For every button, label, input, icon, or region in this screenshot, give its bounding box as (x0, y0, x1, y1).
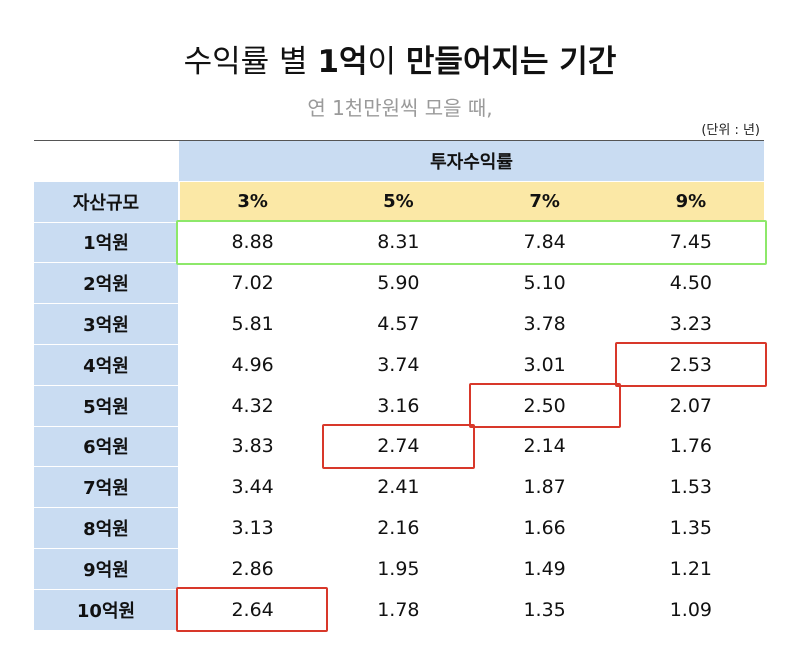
table-row: 10억원 2.64 1.78 1.35 1.09 (34, 589, 764, 631)
years-value-cell: 7.84 (471, 222, 618, 264)
corner-cell (34, 140, 179, 182)
table-row: 2억원 7.02 5.90 5.10 4.50 (34, 262, 764, 305)
years-value-cell: 7.02 (179, 262, 326, 305)
years-value-cell: 3.01 (471, 344, 618, 386)
table-row: 3억원 5.81 4.57 3.78 3.23 (34, 303, 764, 345)
asset-size-label: 3억원 (34, 303, 180, 345)
asset-size-label: 6억원 (34, 426, 180, 468)
years-value-cell: 1.09 (617, 589, 764, 631)
rate-header-3: 3% (179, 181, 326, 223)
asset-size-label: 7억원 (34, 466, 180, 509)
table-row: 4억원 4.96 3.74 3.01 2.53 (34, 344, 764, 386)
asset-size-label: 9억원 (34, 548, 180, 590)
years-value-cell: 2.41 (325, 466, 472, 509)
years-value-cell: 1.78 (325, 589, 472, 631)
years-value-cell: 3.13 (179, 507, 326, 549)
years-value-cell: 4.96 (179, 344, 326, 386)
title-part-3: 이 (367, 44, 406, 80)
title-part-4: 만들어지는 기간 (405, 44, 617, 80)
subtitle: 연 1천만원씩 모을 때, (307, 96, 493, 120)
years-value-cell: 8.88 (179, 222, 326, 264)
years-value-cell: 8.31 (325, 222, 472, 264)
years-value-cell: 3.44 (179, 466, 326, 509)
asset-size-label: 10억원 (34, 589, 180, 631)
years-value-cell: 2.53 (617, 344, 764, 386)
asset-size-label: 4억원 (34, 344, 180, 386)
table-row: 9억원 2.86 1.95 1.49 1.21 (34, 548, 764, 590)
years-value-cell: 1.35 (471, 589, 618, 631)
years-value-cell: 5.10 (471, 262, 618, 305)
years-value-cell: 1.87 (471, 466, 618, 509)
years-value-cell: 3.74 (325, 344, 472, 386)
years-value-cell: 2.74 (325, 426, 472, 468)
asset-size-label: 2억원 (34, 262, 180, 305)
rate-header-9: 9% (617, 181, 764, 223)
years-value-cell: 2.14 (471, 426, 618, 468)
group-header: 투자수익률 (179, 140, 764, 182)
years-value-cell: 2.64 (179, 589, 326, 631)
rate-header-7: 7% (471, 181, 618, 223)
title-part-2: 1억 (317, 44, 368, 80)
asset-size-label: 5억원 (34, 385, 180, 427)
rate-header-5: 5% (325, 181, 472, 223)
years-value-cell: 4.32 (179, 385, 326, 427)
asset-size-label: 1억원 (34, 222, 180, 264)
years-value-cell: 2.07 (617, 385, 764, 427)
years-value-cell: 3.83 (179, 426, 326, 468)
group-header-row: 투자수익률 (34, 140, 764, 182)
years-value-cell: 1.53 (617, 466, 764, 509)
years-value-cell: 2.16 (325, 507, 472, 549)
years-value-cell: 3.16 (325, 385, 472, 427)
years-value-cell: 1.21 (617, 548, 764, 590)
years-value-cell: 2.86 (179, 548, 326, 590)
years-value-cell: 3.78 (471, 303, 618, 345)
years-value-cell: 7.45 (617, 222, 764, 264)
years-value-cell: 5.90 (325, 262, 472, 305)
table-row: 7억원 3.44 2.41 1.87 1.53 (34, 466, 764, 509)
years-value-cell: 1.66 (471, 507, 618, 549)
title-part-1: 수익률 별 (183, 44, 318, 80)
years-value-cell: 4.50 (617, 262, 764, 305)
page-title: 수익률 별 1억이 만들어지는 기간 (0, 36, 800, 81)
table-row: 8억원 3.13 2.16 1.66 1.35 (34, 507, 764, 549)
row-header-label: 자산규모 (34, 181, 180, 223)
table-row: 1억원 8.88 8.31 7.84 7.45 (34, 222, 764, 264)
years-value-cell: 3.23 (617, 303, 764, 345)
years-value-cell: 4.57 (325, 303, 472, 345)
years-value-cell: 2.50 (471, 385, 618, 427)
rate-header-row: 자산규모 3% 5% 7% 9% (34, 181, 764, 223)
table-row: 6억원 3.83 2.74 2.14 1.76 (34, 426, 764, 468)
years-value-cell: 1.49 (471, 548, 618, 590)
return-period-table: 투자수익률 자산규모 3% 5% 7% 9% 1억원 8.88 8.31 7.84 7.… (34, 140, 764, 631)
years-value-cell: 1.95 (325, 548, 472, 590)
unit-note: (단위 : 년) (701, 123, 760, 138)
years-value-cell: 5.81 (179, 303, 326, 345)
asset-size-label: 8억원 (34, 507, 180, 549)
table-row: 5억원 4.32 3.16 2.50 2.07 (34, 385, 764, 427)
years-value-cell: 1.35 (617, 507, 764, 549)
years-value-cell: 1.76 (617, 426, 764, 468)
